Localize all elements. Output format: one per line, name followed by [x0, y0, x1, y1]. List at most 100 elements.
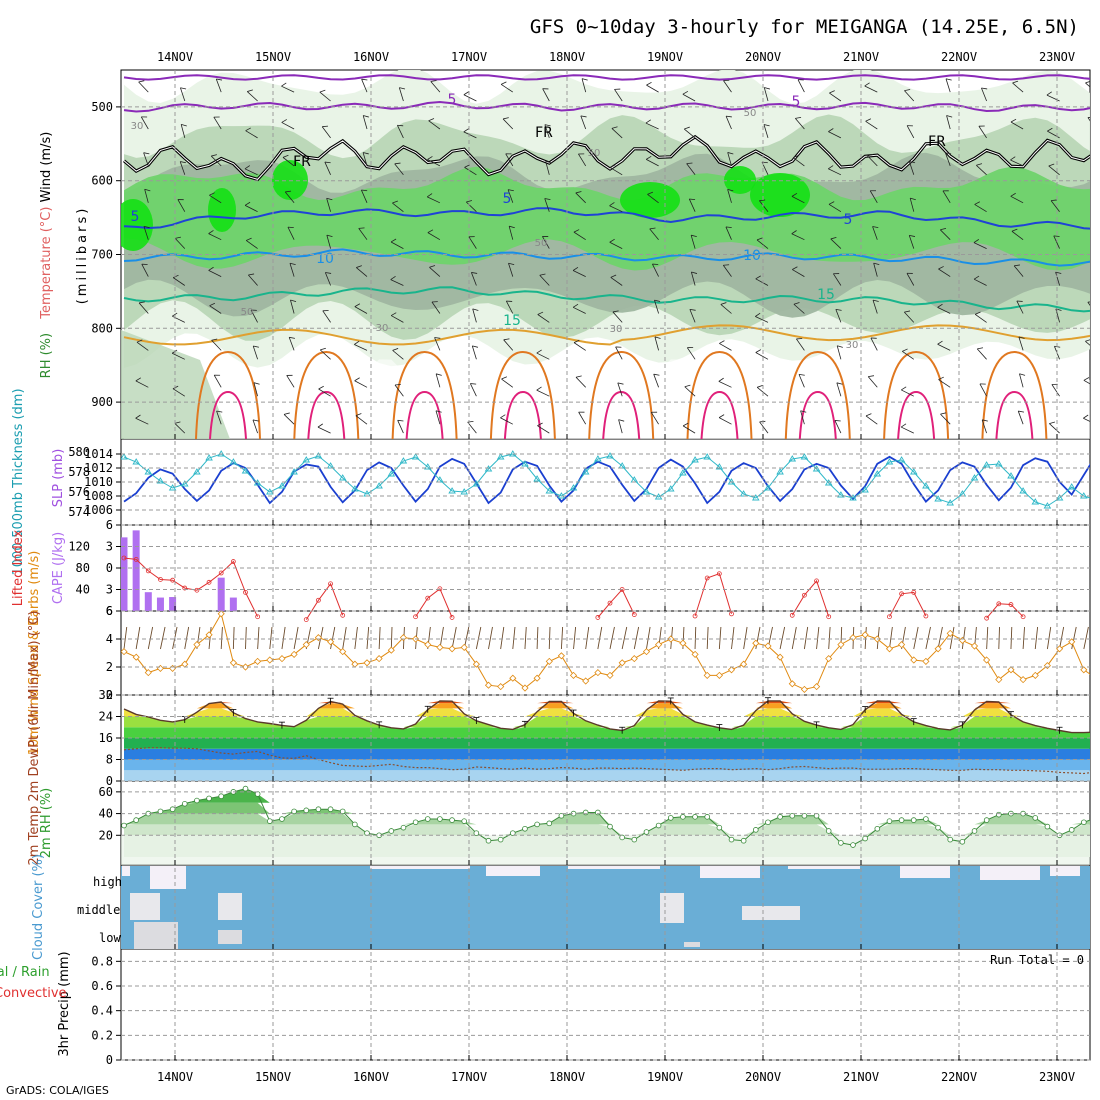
wind-barb-shaft [317, 426, 331, 434]
wind-barb [1092, 188, 1100, 203]
wind-barb [1018, 336, 1025, 351]
wind-barb-shaft [172, 352, 185, 360]
wind-barb-flag [686, 162, 693, 165]
wind-barb-flag [282, 154, 289, 158]
wind-barb-shaft [940, 413, 951, 425]
wind-barb-flag [973, 239, 980, 243]
wind-barb [609, 202, 623, 213]
lifted-index-point [814, 578, 819, 584]
wind10-point [436, 643, 444, 651]
wind-barb-flag [503, 338, 510, 341]
thickness-point [764, 484, 772, 491]
wind-barb-flag [466, 200, 473, 203]
wind-barb [435, 410, 442, 425]
wind-barb-shaft [354, 306, 368, 314]
wind-barb-shaft [1092, 189, 1096, 202]
wind-barb-flag [392, 200, 398, 204]
wind-barb-flag [326, 197, 333, 201]
wind-barb [1010, 118, 1024, 130]
lifted-index-point [230, 559, 236, 564]
wind-barb [654, 299, 661, 314]
wind-barb-flag [682, 422, 689, 427]
wind-barb [872, 226, 879, 240]
wind-barb-flag [209, 192, 215, 196]
wind-barb [537, 311, 550, 323]
wind-barb-flag [435, 410, 442, 413]
wind10-barb [986, 626, 989, 650]
rh2m-point [838, 840, 844, 846]
wind-barb [288, 336, 295, 351]
thickness-point [642, 488, 651, 495]
wind-barb-shaft [938, 268, 951, 277]
wind10-point [278, 655, 286, 663]
wind-barb-flag [289, 262, 296, 266]
rh-low-clear [124, 359, 1090, 439]
wind-barb-shaft [319, 349, 331, 360]
wind-barb-shaft [1083, 379, 1090, 388]
wind-barb [502, 117, 514, 130]
wind-barb-flag [143, 152, 150, 155]
wind-barb-shaft [1092, 226, 1096, 239]
wind-barb-shaft [938, 379, 951, 388]
wind-barb [319, 89, 331, 102]
wind-barb [908, 234, 916, 249]
wind10-barb [160, 626, 166, 650]
wind-barb [463, 128, 477, 139]
rh2m-point [437, 816, 443, 822]
wind-barb [245, 237, 258, 249]
wind-barb [244, 165, 258, 176]
wind-barb-flag [580, 115, 587, 118]
rh2m-band [124, 802, 1090, 814]
wind-barb [1053, 235, 1060, 249]
wind-barb [1087, 116, 1090, 130]
wind-barb [321, 125, 331, 139]
wind-barb [392, 348, 404, 360]
thickness-point [1043, 502, 1052, 509]
wind-barb-shaft [537, 314, 550, 323]
wind-barb-flag [506, 300, 513, 302]
wind-barb [390, 275, 404, 286]
wind-barb [468, 236, 477, 249]
wind-barb [722, 264, 732, 277]
rh2m-point [497, 836, 504, 843]
cloud-high-gap [150, 866, 186, 889]
wind-barb-flag [868, 375, 875, 378]
cloud-axis-label: Cloud Cover (%) [31, 854, 46, 960]
wind10-barb [475, 626, 482, 650]
wind-barb-shaft [867, 155, 878, 167]
wind10-point [229, 659, 237, 667]
wind-barb-flag [208, 266, 214, 271]
cape-axis-tick-label: 40 [76, 583, 90, 597]
wind-barb-shaft [1012, 82, 1024, 93]
wind10-barb [803, 626, 809, 650]
wind10-barb [913, 626, 919, 650]
wind-barb-flag [471, 272, 478, 274]
wind-barb-shaft [572, 306, 586, 314]
wind-barb [211, 338, 222, 351]
wind-barb-shaft [244, 168, 258, 176]
wind10-axis-tick-label: 4 [106, 632, 113, 646]
wind-barb [180, 87, 187, 102]
wind-barb-shaft [209, 305, 222, 314]
wind10-point [181, 660, 189, 668]
wind-barb-flag [537, 311, 544, 315]
wind-barb-flag [830, 237, 837, 240]
rh2m-point [473, 830, 480, 836]
rh2m-point [266, 818, 273, 824]
wind-barb [981, 87, 988, 102]
wind10-point [484, 681, 493, 689]
wind-barb [756, 237, 769, 249]
lifted-index-point [206, 579, 212, 585]
wind-barb-flag [358, 227, 365, 229]
wind-barb-shaft [610, 277, 623, 286]
wind-barb-flag [798, 373, 805, 376]
rh2m-base [121, 835, 1090, 865]
wind-barb [427, 156, 441, 167]
wind-barb-flag [537, 422, 543, 427]
wind-barb-flag [572, 303, 579, 308]
wind-barb-shaft [900, 426, 914, 434]
wind-barb-shaft [872, 300, 878, 314]
lifted-index-point [899, 591, 904, 597]
wind-barb-flag [1055, 271, 1062, 274]
top-date-label: 17NOV [451, 50, 487, 64]
